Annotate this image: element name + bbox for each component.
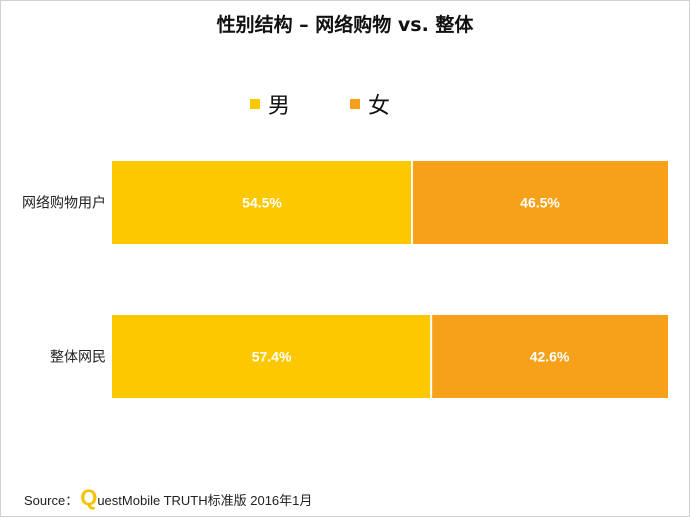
data-label-male-0: 54.5% — [242, 195, 282, 211]
legend-label-female: 女 — [368, 94, 391, 119]
legend-label-male: 男 — [268, 94, 291, 119]
bar-male-1 — [112, 315, 431, 398]
bar-female-1 — [432, 315, 668, 398]
data-label-male-1: 57.4% — [252, 349, 292, 365]
data-label-female-0: 46.5% — [520, 195, 560, 211]
questmobile-logo-letter: Q — [80, 485, 98, 510]
bar-male-0 — [112, 161, 412, 244]
legend-swatch-female — [350, 99, 361, 109]
source-prefix: Source： — [24, 493, 79, 508]
source-text: uestMobile TRUTH标准版 2016年1月 — [97, 493, 313, 508]
legend-item-female: 女 — [350, 88, 390, 120]
data-label-female-1: 42.6% — [530, 349, 570, 365]
chart-title: 性别结构 – 网络购物 vs. 整体 — [216, 14, 474, 36]
legend-swatch-male — [250, 99, 260, 109]
source-note: Source： Q uestMobile TRUTH标准版 2016年1月 — [24, 485, 312, 511]
category-label-1: 整体网民 — [50, 350, 106, 366]
bar-female-0 — [413, 161, 668, 244]
legend: 男 女 — [250, 84, 450, 124]
category-label-0: 网络购物用户 — [22, 195, 106, 212]
legend-item-male: 男 — [250, 88, 290, 120]
